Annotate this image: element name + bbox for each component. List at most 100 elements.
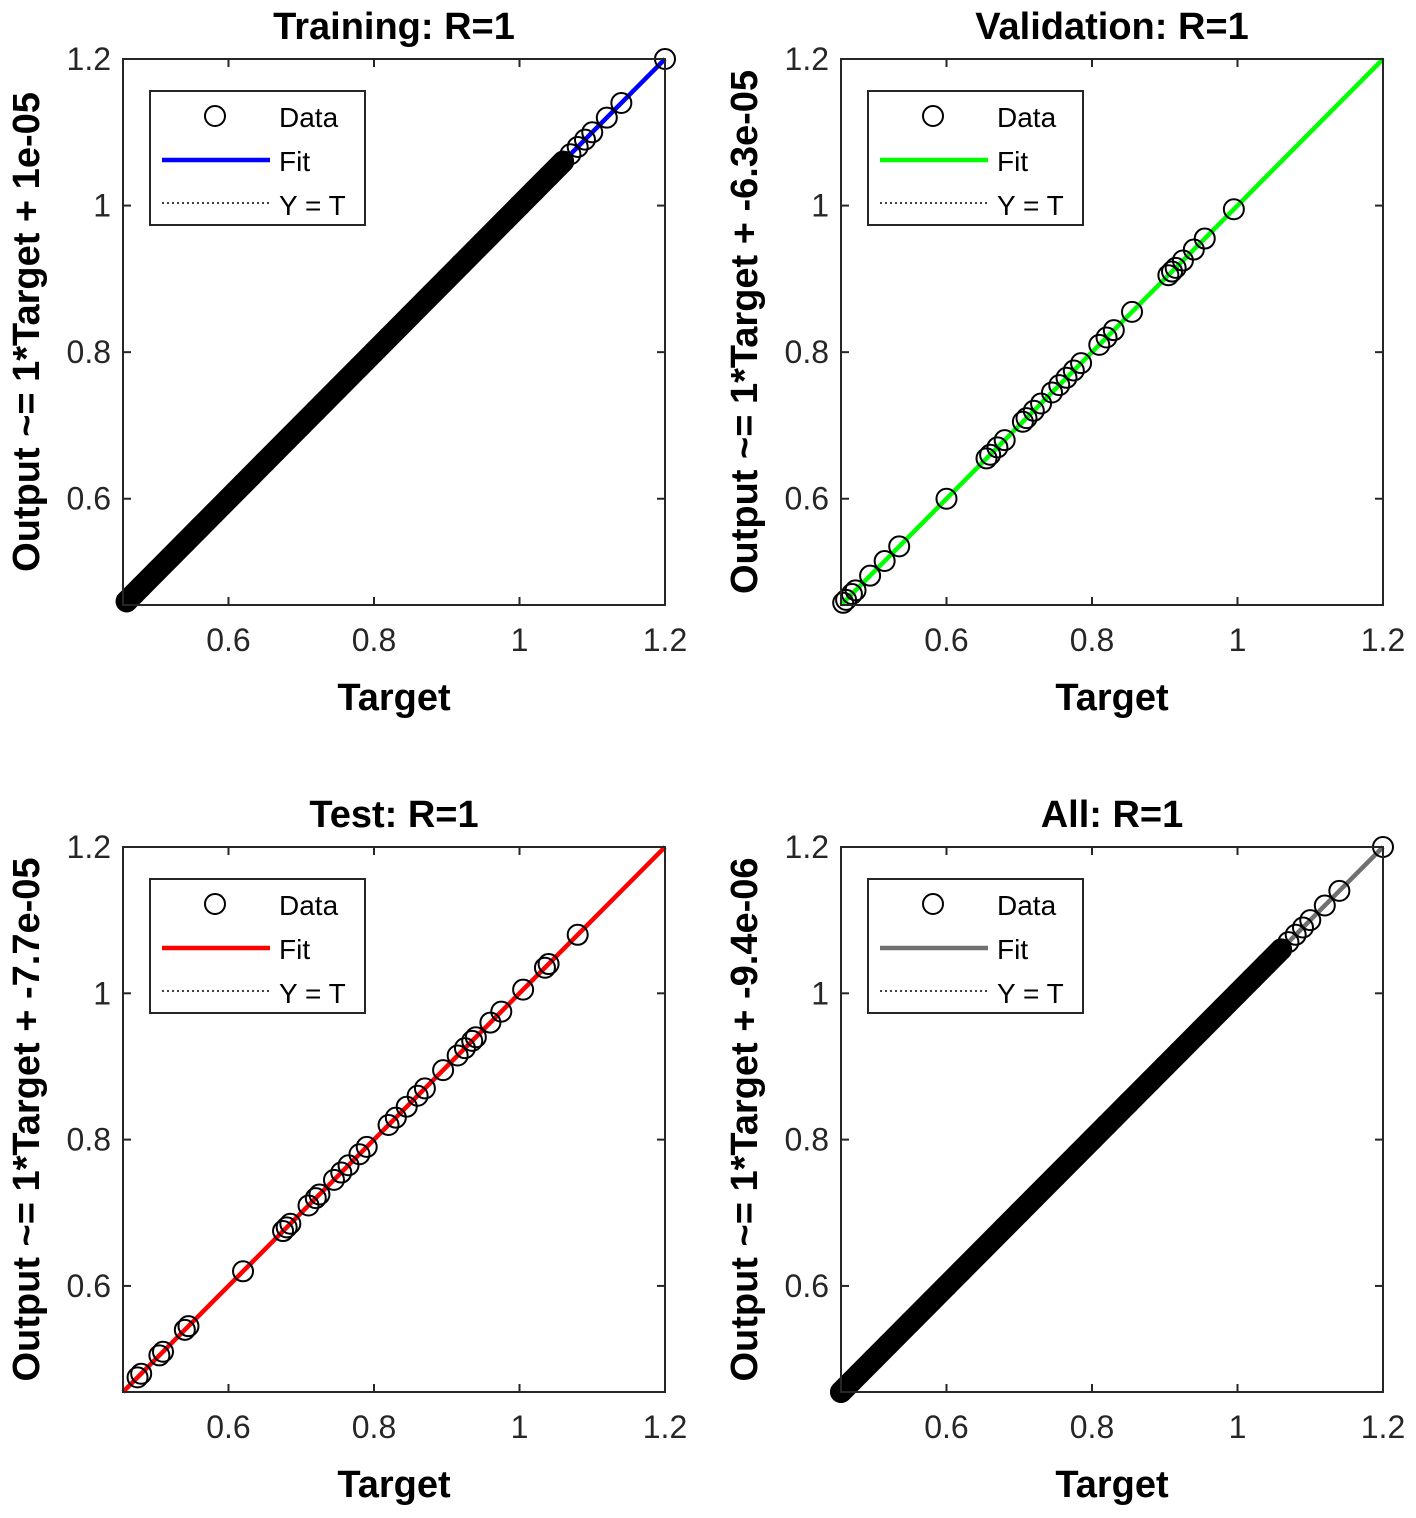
data-point <box>308 1183 331 1206</box>
x-axis-label: Target <box>337 677 451 719</box>
legend-data-label: Data <box>279 890 339 921</box>
data-point <box>202 502 225 525</box>
data-point <box>1080 1128 1103 1151</box>
data-point <box>1226 982 1249 1005</box>
data-point <box>1044 1165 1067 1188</box>
data-point <box>130 575 153 598</box>
data-point <box>421 282 444 305</box>
data-point <box>490 1000 513 1023</box>
legend-data-marker <box>922 893 944 915</box>
data-point <box>472 231 495 254</box>
data-point <box>304 399 327 422</box>
data-point <box>413 1077 436 1100</box>
chart-panel-3: 0.6 0.8 1 1.2 0.6 0.8 1 1.2 Test: R=1 Target Outpu… <box>6 794 687 1506</box>
data-point <box>862 1348 885 1371</box>
legend: Data Fit Y = T <box>149 90 366 226</box>
legend-identity-label: Y = T <box>997 978 1064 1009</box>
data-point <box>464 1026 487 1049</box>
x-tick-label: 0.8 <box>1070 622 1114 658</box>
x-tick-label: 0.6 <box>206 622 250 658</box>
y-tick-label: 1 <box>93 188 111 224</box>
axes-box <box>840 58 1384 606</box>
data-point <box>330 1161 353 1184</box>
data-point <box>177 1315 200 1338</box>
data-point <box>512 978 535 1001</box>
legend-identity-label: Y = T <box>279 978 346 1009</box>
data-point <box>1284 923 1307 946</box>
data-point <box>446 1044 469 1067</box>
data-point <box>935 487 958 510</box>
y-tick-label: 0.8 <box>67 334 111 370</box>
data-point <box>159 546 182 569</box>
y-tick-label: 1.2 <box>785 829 829 865</box>
chart-title: Training: R=1 <box>273 6 515 48</box>
data-point <box>1022 1187 1045 1210</box>
y-axis-label: Output ~= 1*Target + -7.7e-05 <box>6 857 48 1381</box>
data-point <box>1193 227 1216 250</box>
data-point <box>979 443 1002 466</box>
data-point <box>348 355 371 378</box>
data-point <box>406 1084 429 1107</box>
y-tick-label: 1 <box>93 975 111 1011</box>
data-point <box>537 165 560 188</box>
legend-fit-label: Fit <box>279 934 310 965</box>
data-point <box>508 194 531 217</box>
data-point <box>993 1216 1016 1239</box>
data-point <box>950 1260 973 1283</box>
x-tick-label: 0.6 <box>206 1409 250 1445</box>
data-point <box>432 1059 455 1082</box>
data-point <box>322 1168 345 1191</box>
y-tick-label: 0.6 <box>67 481 111 517</box>
y-tick-label: 0.6 <box>785 1268 829 1304</box>
data-point <box>873 550 896 573</box>
data-point <box>1139 1070 1162 1093</box>
x-tick-label: 1.2 <box>643 1409 687 1445</box>
data-point <box>832 591 855 614</box>
data-point <box>152 1340 175 1363</box>
data-point <box>833 1377 856 1400</box>
legend-data-label: Data <box>997 102 1057 133</box>
legend-identity-label: Y = T <box>997 190 1064 221</box>
data-point <box>533 956 556 979</box>
y-axis-label: Output ~= 1*Target + -6.3e-05 <box>724 70 766 594</box>
axes-box <box>122 58 666 606</box>
data-point <box>1015 407 1038 430</box>
data-point <box>993 429 1016 452</box>
data-point <box>1095 326 1118 349</box>
data-point <box>377 326 400 349</box>
data-point <box>537 953 560 976</box>
data-point <box>559 143 582 166</box>
data-point <box>844 579 867 602</box>
x-tick-label: 1 <box>1229 1409 1247 1445</box>
y-tick-label: 0.8 <box>785 334 829 370</box>
axes-box <box>122 846 666 1393</box>
data-point <box>130 1362 153 1385</box>
x-tick-label: 1.2 <box>1361 1409 1405 1445</box>
y-tick-label: 1 <box>811 975 829 1011</box>
y-axis-label: Output ~= 1*Target + -9.4e-06 <box>724 857 766 1381</box>
data-point <box>272 1220 295 1243</box>
data-point <box>348 1143 371 1166</box>
data-point <box>1328 879 1351 902</box>
axes-box <box>840 846 1384 1393</box>
data-point <box>1168 1040 1191 1063</box>
data-point <box>986 436 1009 459</box>
data-point <box>239 465 262 488</box>
data-point <box>1277 931 1300 954</box>
data-point <box>1153 1055 1176 1078</box>
data-point <box>362 341 385 364</box>
y-tick-label: 1 <box>811 188 829 224</box>
data-point <box>1299 909 1322 932</box>
y-tick-label: 1.2 <box>67 829 111 865</box>
fit-line <box>839 57 1385 607</box>
data-point <box>326 377 349 400</box>
x-axis-label: Target <box>1055 1464 1169 1506</box>
data-point <box>1255 953 1278 976</box>
data-point <box>461 1029 484 1052</box>
fit-line <box>121 845 667 1394</box>
legend: Data Fit Y = T <box>867 90 1084 226</box>
x-tick-label: 1 <box>511 1409 529 1445</box>
x-tick-label: 1.2 <box>1361 622 1405 658</box>
data-point <box>253 451 276 474</box>
